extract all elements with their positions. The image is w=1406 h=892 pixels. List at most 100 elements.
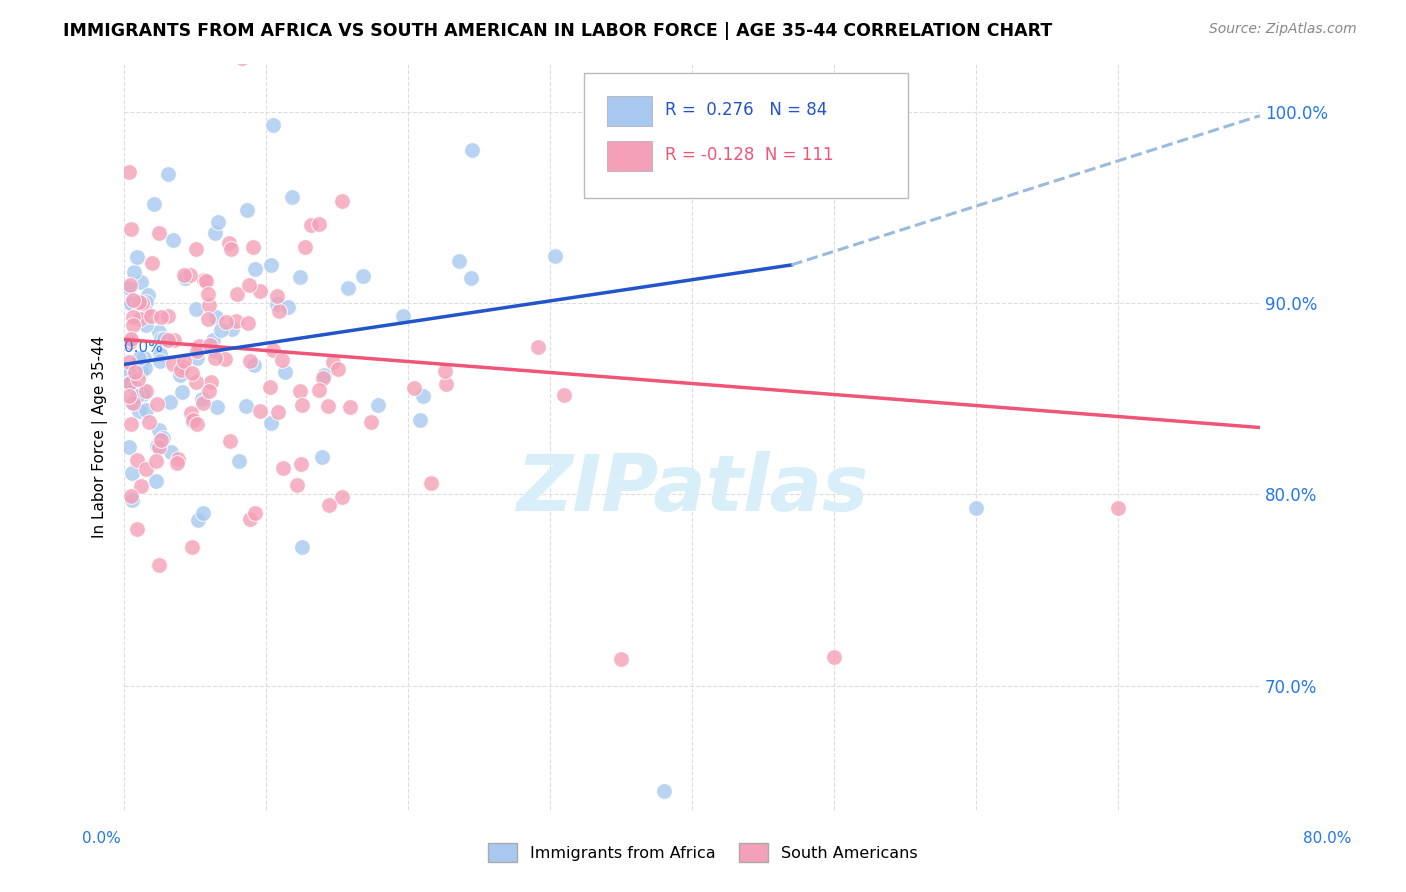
Point <box>173 353 195 368</box>
Point <box>180 540 202 554</box>
Point <box>149 347 172 361</box>
Point <box>322 354 344 368</box>
Point <box>239 512 262 526</box>
Point <box>197 286 219 301</box>
Point <box>200 337 222 351</box>
Point <box>180 406 202 420</box>
Point <box>129 479 152 493</box>
Point <box>221 321 243 335</box>
Point <box>314 368 336 382</box>
Point <box>157 309 180 323</box>
Point <box>180 366 202 380</box>
Point <box>191 392 214 406</box>
Point <box>204 226 226 240</box>
Bar <box>607 96 652 126</box>
Point <box>209 323 232 337</box>
Point <box>148 226 170 240</box>
Point <box>526 339 548 353</box>
Point <box>160 445 183 459</box>
Point <box>117 376 139 391</box>
Point <box>434 376 457 391</box>
Point <box>141 256 163 270</box>
Point <box>239 354 262 368</box>
Point <box>291 398 314 412</box>
Point <box>148 423 170 437</box>
Point <box>243 507 266 521</box>
Point <box>187 513 209 527</box>
Point <box>360 415 382 429</box>
Text: Source: ZipAtlas.com: Source: ZipAtlas.com <box>1209 22 1357 37</box>
Point <box>148 558 170 572</box>
Text: IMMIGRANTS FROM AFRICA VS SOUTH AMERICAN IN LABOR FORCE | AGE 35-44 CORRELATION : IMMIGRANTS FROM AFRICA VS SOUTH AMERICAN… <box>63 22 1053 40</box>
Point <box>249 285 271 299</box>
Point <box>128 295 150 310</box>
Point <box>271 461 294 475</box>
Point <box>219 242 242 256</box>
Text: R =  0.276   N = 84: R = 0.276 N = 84 <box>665 101 827 119</box>
Point <box>434 364 457 378</box>
Point <box>134 384 156 398</box>
Point <box>249 403 271 417</box>
Point <box>308 383 330 397</box>
Point <box>262 343 284 357</box>
Point <box>610 652 633 666</box>
Point <box>181 413 204 427</box>
Point <box>259 380 281 394</box>
Point <box>330 194 353 209</box>
Point <box>169 368 191 382</box>
Point <box>118 376 141 391</box>
Point <box>146 396 169 410</box>
Point <box>135 384 157 398</box>
Point <box>128 403 150 417</box>
Point <box>193 273 215 287</box>
Point <box>181 414 204 428</box>
Point <box>228 454 250 468</box>
Point <box>148 440 170 454</box>
Point <box>197 312 219 326</box>
Text: 0.0%: 0.0% <box>124 340 163 355</box>
Point <box>318 499 340 513</box>
Point <box>120 489 142 503</box>
Point <box>191 506 214 520</box>
Point <box>127 371 149 385</box>
Point <box>544 249 567 263</box>
Point <box>402 381 425 395</box>
Point <box>266 289 288 303</box>
Point <box>412 389 434 403</box>
Point <box>285 478 308 492</box>
Legend: Immigrants from Africa, South Americans: Immigrants from Africa, South Americans <box>482 837 924 868</box>
FancyBboxPatch shape <box>585 73 908 198</box>
Point <box>266 297 288 311</box>
Point <box>449 253 471 268</box>
Point <box>198 298 221 312</box>
Point <box>288 384 311 398</box>
Point <box>117 441 139 455</box>
Point <box>339 400 361 414</box>
Point <box>122 318 145 332</box>
Point <box>420 475 443 490</box>
Point <box>299 218 322 232</box>
Point <box>118 280 141 294</box>
Point <box>262 118 284 132</box>
Point <box>159 394 181 409</box>
Point <box>207 400 229 414</box>
Point <box>186 375 208 389</box>
Point <box>186 417 208 431</box>
Point <box>204 351 226 365</box>
Point <box>823 650 845 665</box>
Point <box>225 286 247 301</box>
Point <box>218 236 240 251</box>
Point <box>652 784 675 798</box>
Point <box>118 295 141 310</box>
Point <box>125 250 148 264</box>
Point <box>162 357 184 371</box>
Point <box>170 384 193 399</box>
Point <box>125 522 148 536</box>
Text: 80.0%: 80.0% <box>1303 831 1351 846</box>
Text: R = -0.128  N = 111: R = -0.128 N = 111 <box>665 146 834 164</box>
Point <box>128 311 150 326</box>
Y-axis label: In Labor Force | Age 35-44: In Labor Force | Age 35-44 <box>93 336 108 538</box>
Point <box>965 500 987 515</box>
Text: ZIPatlas: ZIPatlas <box>516 451 869 527</box>
Point <box>120 222 142 236</box>
